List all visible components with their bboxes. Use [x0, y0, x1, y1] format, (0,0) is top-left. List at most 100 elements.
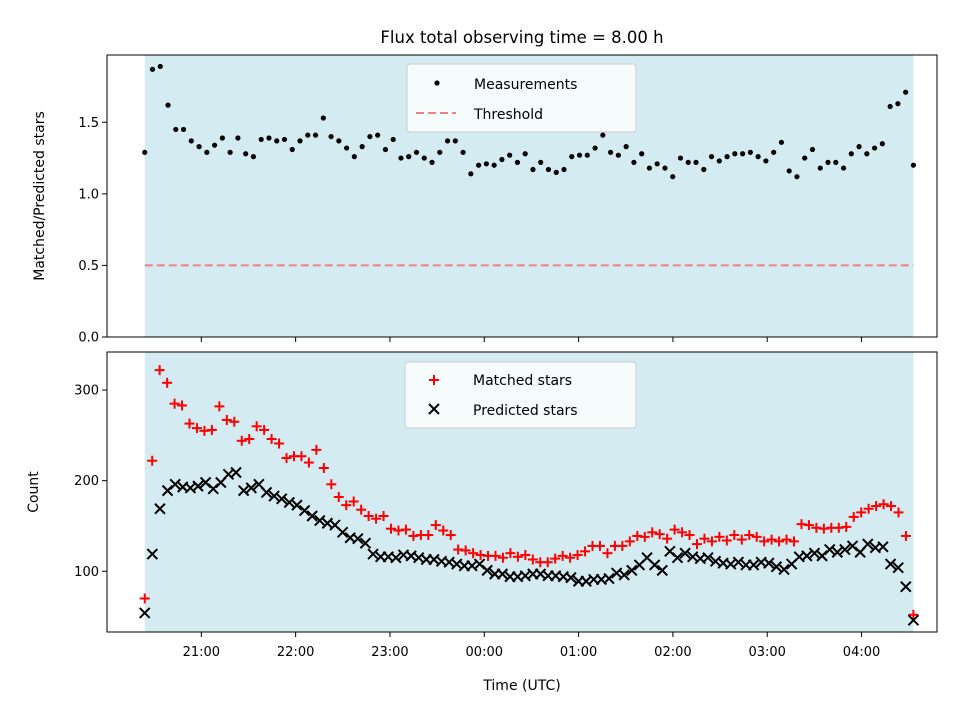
legend-matched-icon: [429, 375, 439, 385]
measurement-point: [856, 144, 862, 150]
matched-star-point: [639, 531, 650, 542]
predicted-star-point: [679, 547, 691, 559]
measurement-point: [429, 159, 435, 165]
measurement-point: [250, 154, 257, 160]
predicted-star-point: [192, 480, 204, 492]
measurement-point: [848, 151, 854, 157]
measurement-point: [553, 169, 559, 175]
measurement-point: [662, 165, 668, 171]
x-tick-label: 00:00: [466, 645, 503, 660]
predicted-star-point: [146, 548, 159, 560]
predicted-star-point: [367, 548, 379, 560]
matched-star-point: [617, 540, 628, 551]
matched-star-point: [318, 462, 329, 473]
measurement-point: [149, 66, 156, 72]
predicted-star-point: [626, 564, 638, 577]
measurement-point: [491, 162, 497, 168]
top-y-axis-label: Matched/Predicted stars: [32, 111, 48, 281]
matched-star-point: [878, 499, 889, 510]
matched-star-point: [624, 536, 635, 547]
matched-star-point: [363, 511, 374, 522]
matched-star-point: [236, 435, 247, 446]
matched-star-point: [774, 536, 785, 547]
matched-star-point: [423, 530, 434, 541]
matched-star-point: [908, 609, 919, 620]
matched-star-point: [468, 548, 479, 559]
matched-star-point: [654, 529, 665, 540]
matched-star-point: [460, 545, 471, 556]
measurement-point: [305, 132, 311, 138]
matched-star-point: [259, 424, 270, 435]
bottom-panel: 100 200 300 21:00 22:00 23:00 00:00 01:00 02:00…: [26, 351, 938, 694]
legend-predicted-icon: [428, 403, 440, 415]
measurement-point: [639, 151, 645, 157]
matched-star-point: [505, 548, 516, 559]
predicted-star-point: [892, 561, 904, 574]
matched-star-point: [244, 433, 255, 444]
x-tick-label: 02:00: [654, 645, 691, 660]
measurement-point: [569, 154, 575, 160]
measurement-point: [514, 159, 521, 165]
top-y-ticks: 0.0 0.5 1.0 1.5: [78, 116, 107, 346]
matched-star-point: [512, 551, 523, 562]
x-tick-label: 01:00: [560, 645, 597, 660]
measurement-point: [646, 165, 653, 171]
x-tick-label: 03:00: [748, 645, 785, 660]
matched-star-point: [206, 424, 217, 435]
measurement-point: [173, 126, 179, 133]
matched-star-point: [490, 550, 501, 561]
measurement-point: [592, 145, 598, 151]
matched-star-point: [371, 513, 382, 524]
predicted-star-point: [314, 514, 326, 527]
matched-star-point: [714, 531, 725, 542]
predicted-star-point: [763, 557, 775, 569]
predicted-star-point: [306, 510, 318, 522]
measurement-point: [499, 156, 505, 163]
measurement-point: [670, 174, 676, 180]
top-legend: Measurements Threshold: [406, 63, 637, 133]
measurement-point: [243, 151, 249, 157]
matched-star-point: [557, 550, 568, 561]
predicted-star-point: [656, 564, 668, 577]
measurement-point: [227, 149, 233, 155]
measurement-point: [623, 144, 629, 150]
measurement-point: [778, 139, 785, 145]
predicted-star-point: [671, 551, 684, 564]
bottom-x-ticks: 21:00 22:00 23:00 00:00 01:00 02:00 03:00 04:00: [183, 632, 880, 660]
matched-star-point: [430, 520, 441, 531]
predicted-star-point: [618, 569, 630, 581]
measurement-point: [452, 138, 458, 144]
measurement-point: [871, 145, 878, 151]
measurement-point: [887, 103, 893, 110]
measurement-point: [444, 138, 451, 144]
measurement-point: [864, 151, 870, 157]
matched-star-point: [893, 507, 904, 518]
matched-star-point: [856, 507, 867, 518]
measurement-point: [771, 149, 777, 155]
measurement-point: [910, 162, 917, 168]
matched-star-point: [400, 524, 411, 535]
predicted-star-point: [268, 490, 280, 502]
predicted-star-point: [839, 543, 851, 556]
measurement-point: [274, 138, 280, 144]
matched-star-point: [378, 511, 389, 522]
measurement-point: [312, 132, 319, 138]
matched-star-point: [691, 539, 702, 550]
measurement-point: [320, 115, 326, 121]
measurement-point: [367, 133, 373, 140]
measurement-point: [895, 101, 901, 107]
measurement-point: [344, 145, 350, 151]
bottom-axes-frame: [106, 351, 938, 633]
measurement-point: [755, 154, 761, 160]
matched-star-point: [751, 531, 762, 542]
x-axis-label: Time (UTC): [482, 678, 560, 694]
predicted-star-point: [778, 563, 790, 576]
matched-star-point: [721, 535, 732, 546]
predicted-star-point: [732, 556, 745, 568]
measurement-point: [204, 149, 210, 155]
measurement-point: [631, 159, 637, 165]
bottom-y-tick-label: 300: [74, 384, 99, 399]
measurement-point: [375, 132, 381, 138]
matched-star-point: [139, 593, 150, 604]
